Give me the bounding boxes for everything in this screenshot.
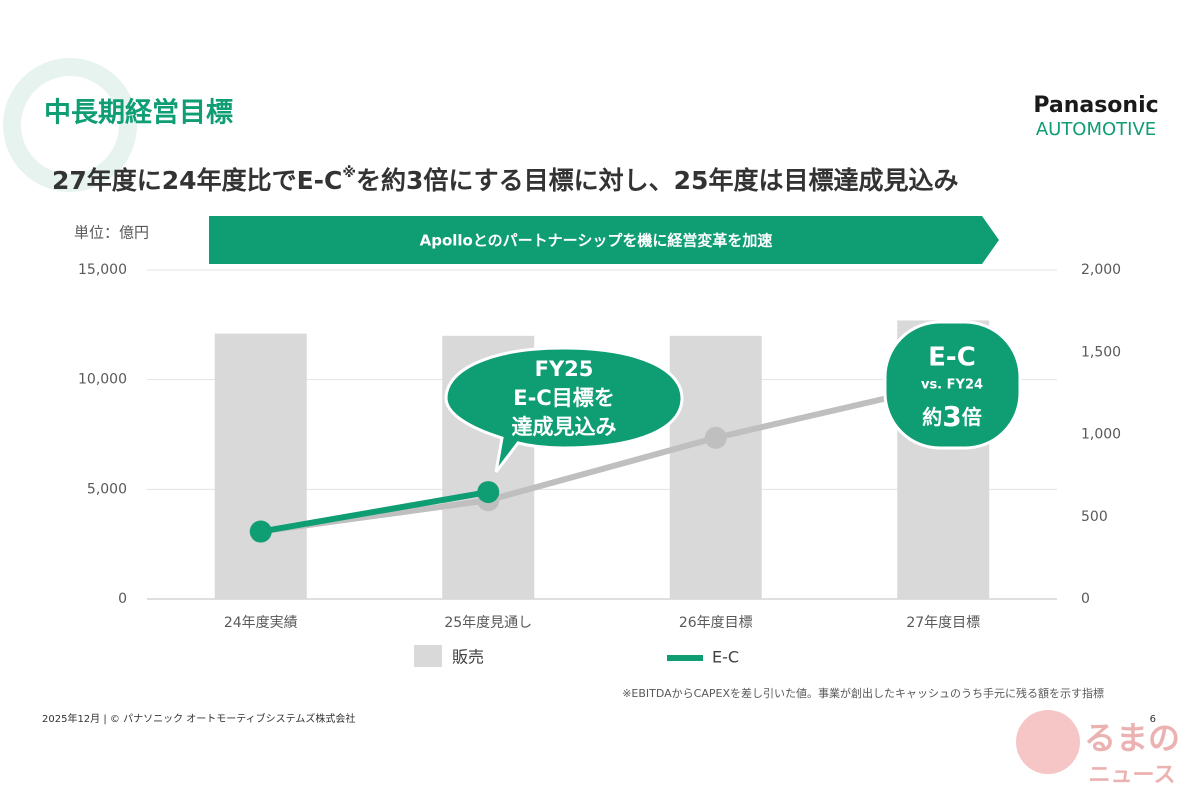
bar [214,333,307,599]
bubble-1: FY25 E-C目標を 達成見込み [444,346,684,473]
bubble-shape [444,346,684,473]
page-number: 6 [1150,714,1156,725]
y2-tick-label: 1,500 [1081,344,1121,360]
y2-tick-label: 1,000 [1081,427,1121,443]
line [260,489,489,535]
point [249,520,272,543]
logo: Panasonic [1033,93,1158,118]
bubble-text: E-C [928,343,976,373]
bubble-text: 約 [922,405,942,429]
banner [209,216,999,264]
point [477,481,500,504]
bubble-text: FY25 [535,357,594,381]
logo-sub: AUTOMOTIVE [1036,119,1156,140]
watermark-icon [1016,710,1080,774]
y-tick-label: 5,000 [87,481,127,497]
bubble-2: E-C vs. FY24 約3倍 [883,320,1022,450]
bubble-text: vs. FY24 [921,378,983,393]
y2-tick-label: 0 [1081,591,1090,607]
bar [669,335,762,599]
bubble-number: 3 [942,400,961,433]
legend: 販売 E-C [414,645,739,667]
unit-label: 単位：億円 [74,224,149,242]
point [704,426,727,449]
footer: 2025年12月 | © パナソニック オートモーティブシステムズ株式会社 [42,712,355,725]
line [260,382,944,535]
bubble-text: E-C目標を [513,386,614,410]
bubble-text: 倍 [962,405,982,429]
y-tick-label: 10,000 [78,372,127,388]
bubble-text: 約3倍 [922,400,981,433]
y-tick-label: 15,000 [78,262,127,278]
watermark: ニュース [1089,763,1176,788]
x-tick-label: 26年度目標 [679,615,753,631]
x-tick-label: 27年度目標 [906,615,980,631]
watermark: るまの [1084,719,1180,757]
bubble-shape [883,320,1022,450]
subtitle-mark: ※ [342,165,356,181]
legend-label: 販売 [452,648,484,667]
y2-tick-label: 500 [1081,509,1108,525]
subtitle-part: を約3倍にする目標に対し、25年度は目標達成見込み [356,166,958,195]
subtitle-part: 27年度に24年度比でE-C [52,166,342,195]
legend-swatch [414,645,442,667]
deco-arc [3,58,137,192]
y-tick-label: 0 [118,591,127,607]
y2-tick-label: 2,000 [1081,262,1121,278]
page-title: 中長期経営目標 [44,97,233,129]
banner-text: Apolloとのパートナーシップを機に経営変革を加速 [420,232,773,250]
x-tick-label: 25年度見通し [444,615,532,631]
bubble-text: 達成見込み [512,415,617,439]
footnote: ※EBITDAからCAPEXを差し引いた値。事業が創出したキャッシュのうち手元に… [622,686,1104,700]
x-tick-label: 24年度実績 [224,615,298,631]
subtitle: 27年度に24年度比でE-C※を約3倍にする目標に対し、25年度は目標達成見込み [52,165,958,195]
legend-label: E-C [712,648,739,667]
